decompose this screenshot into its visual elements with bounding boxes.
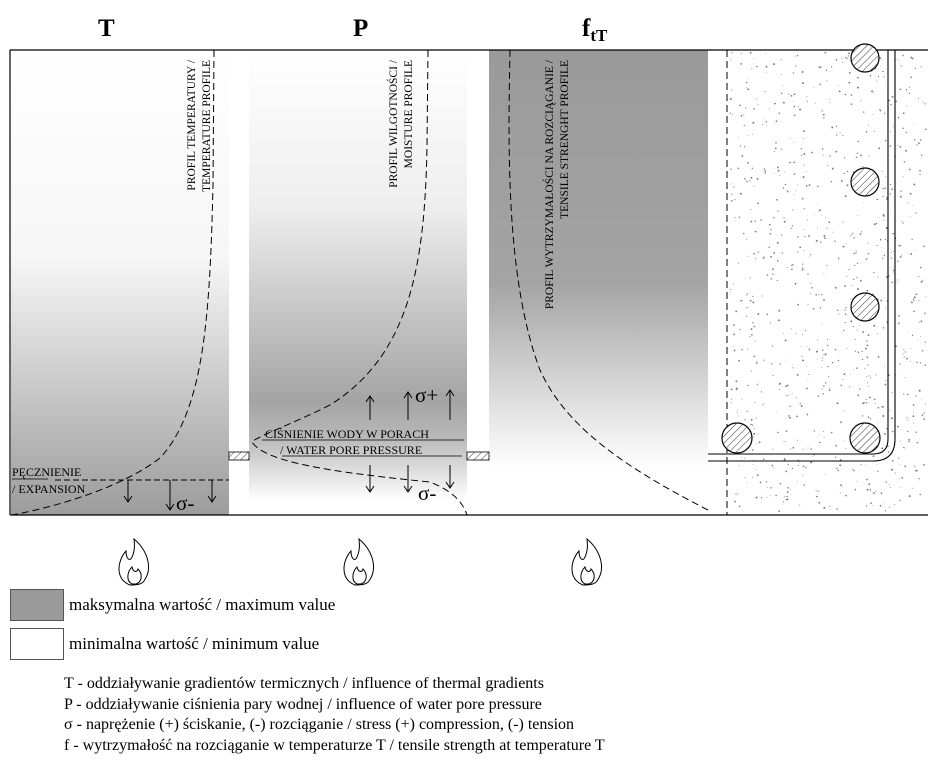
moisture-profile-label-1: PROFIL WILGOTNOŚCI / [386,59,400,188]
tensile-profile-curve [508,49,709,511]
sigma-plus-label: σ+ [415,383,438,407]
temperature-profile-label-1: PROFIL TEMPERATURY / [186,59,198,190]
pore-pressure-annotation: CIŚNIENIE WODY W PORACH / WATER PORE PRE… [262,383,464,505]
fire-icon [571,537,602,586]
temperature-strip [11,50,229,515]
concrete-section [708,43,927,515]
svg-text:/ EXPANSION: / EXPANSION [12,482,86,496]
moisture-profile-label-2: MOISTURE PROFILE [403,60,415,168]
svg-text:PĘCZNIENIE: PĘCZNIENIE [12,465,81,479]
sigma-minus-label: σ- [176,491,194,515]
spalling-mechanism-diagram: T P ftT [9,15,928,586]
fire-icon [118,537,149,586]
moisture-profile-curve [251,49,468,516]
note-item: σ - naprężenie (+) ściskanie, (-) rozcią… [64,716,575,733]
legend-min: minimalna wartość / minimum value [10,628,319,660]
header-temperature: T [98,15,115,42]
fire-icon [343,537,374,586]
tensile-profile-label-1: PROFIL WYTRZYMAŁOŚCI NA ROZCIĄGANIE / [542,59,556,309]
legend-min-label: minimalna wartość / minimum value [69,634,320,653]
rebar-section-icon [721,43,881,454]
legend-max: maksymalna wartość / maximum value [10,589,335,621]
svg-text:/ WATER PORE PRESSURE: / WATER PORE PRESSURE [280,443,422,457]
temperature-profile-label-2: TEMPERATURE PROFILE [201,60,213,192]
notes-list: T - oddziaływanie gradientów termicznych… [64,674,605,756]
header-pressure: P [353,15,368,42]
concrete-aggregate-texture [729,51,927,512]
note-item: f - wytrzymałość na rozciąganie w temper… [64,736,605,754]
note-item: P - oddziaływanie ciśnienia pary wodnej … [64,695,542,713]
sigma-minus-label-pressure: σ- [418,481,436,505]
temperature-profile-curve [11,49,215,516]
expansion-annotation: PĘCZNIENIE / EXPANSION σ- [12,465,229,515]
moisture-strip [249,50,467,500]
header-strength: ftT [582,15,608,45]
tensile-profile-label-2: TENSILE STRENGHT PROFILE [559,60,571,219]
rebar-level-marks [228,451,490,461]
legend-min-swatch [10,628,64,660]
svg-text:CIŚNIENIE WODY W PORACH: CIŚNIENIE WODY W PORACH [265,427,429,441]
note-item: T - oddziaływanie gradientów termicznych… [64,675,544,692]
legend-max-label: maksymalna wartość / maximum value [69,595,336,614]
tensile-strip [489,50,708,515]
legend-max-swatch [10,589,64,621]
